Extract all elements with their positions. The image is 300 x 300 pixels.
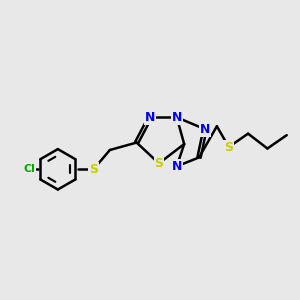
Text: N: N xyxy=(200,123,210,136)
Text: Cl: Cl xyxy=(24,164,36,174)
Text: S: S xyxy=(224,140,233,154)
Text: S: S xyxy=(154,157,164,170)
Text: N: N xyxy=(145,111,155,124)
Text: N: N xyxy=(172,111,182,124)
Text: S: S xyxy=(89,163,98,176)
Text: N: N xyxy=(172,160,182,173)
